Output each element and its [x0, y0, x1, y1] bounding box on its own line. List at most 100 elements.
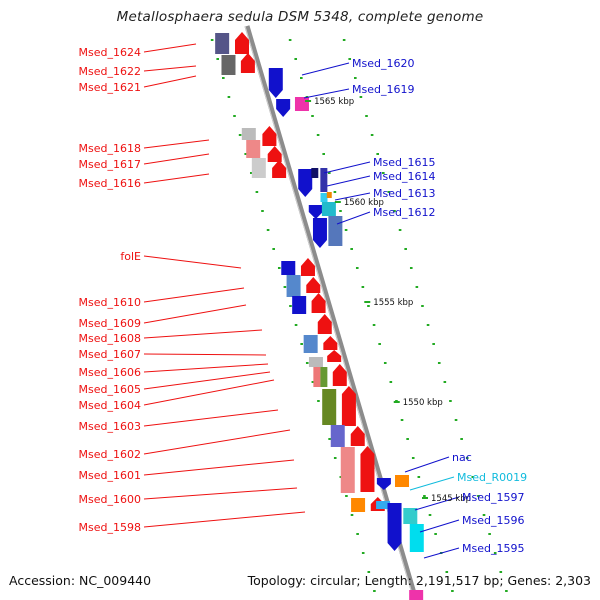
- ring-dot: [238, 134, 242, 136]
- feature-block: [326, 192, 332, 198]
- ring-dot: [445, 571, 449, 573]
- ring-dot: [378, 343, 381, 345]
- ring-dot: [449, 400, 452, 402]
- forward-gene-arrow: [262, 126, 277, 146]
- gene-label-left: Msed_1624: [79, 46, 141, 59]
- feature-block: [286, 275, 301, 297]
- ring-dot: [328, 438, 331, 440]
- leader-line: [143, 75, 197, 88]
- gene-label-left: Msed_1598: [79, 521, 141, 534]
- ring-dot: [505, 590, 508, 592]
- ring-dot: [339, 210, 342, 212]
- feature-block: [322, 389, 337, 425]
- leader-line: [143, 65, 197, 72]
- feature-block: [281, 261, 296, 275]
- gene-label-right: Msed_1615: [373, 156, 435, 169]
- leader-line: [409, 476, 455, 491]
- gene-label-right: Msed_1613: [373, 187, 435, 200]
- leader-line: [143, 487, 298, 500]
- ring-dot: [227, 96, 231, 98]
- ring-dot: [432, 343, 435, 345]
- ring-dot: [272, 248, 275, 250]
- feature-block: [330, 425, 345, 447]
- feature-block: [294, 97, 309, 111]
- forward-gene-arrow: [240, 53, 255, 73]
- kbp-tick: [422, 497, 429, 499]
- feature-block: [351, 498, 366, 512]
- ring-dot: [460, 438, 463, 440]
- ring-dot: [300, 77, 303, 79]
- ring-dot: [233, 115, 236, 117]
- kbp-label: 1560 kbp: [344, 198, 384, 208]
- ring-dot: [354, 77, 357, 79]
- leader-line: [334, 192, 371, 201]
- ring-dot: [210, 39, 214, 41]
- ring-dot: [222, 77, 225, 79]
- reverse-gene-arrow: [312, 218, 327, 248]
- ring-dot: [387, 191, 391, 193]
- ring-dot: [398, 229, 402, 231]
- gene-label-left: Msed_1605: [79, 383, 141, 396]
- gene-label-left: Msed_1608: [79, 332, 141, 345]
- gene-label-right: Msed_1620: [352, 57, 414, 70]
- leader-line: [143, 153, 210, 165]
- leader-line: [143, 329, 263, 339]
- ring-dot: [454, 419, 458, 421]
- gene-label-left: Msed_1604: [79, 399, 141, 412]
- feature-block: [221, 55, 236, 75]
- forward-gene-arrow: [323, 336, 338, 350]
- gene-label-left: Msed_1607: [79, 348, 141, 361]
- leader-line: [143, 429, 291, 455]
- ring-dot: [376, 153, 379, 155]
- ring-dot: [367, 571, 371, 573]
- ring-dot: [451, 590, 454, 592]
- kbp-tick: [364, 301, 371, 303]
- ring-dot: [361, 286, 365, 288]
- forward-gene-arrow: [317, 314, 332, 334]
- gene-label-left: Msed_1618: [79, 142, 141, 155]
- ring-dot: [393, 210, 396, 212]
- forward-gene-arrow: [327, 350, 342, 362]
- kbp-tick: [334, 201, 341, 203]
- ring-dot: [367, 305, 370, 307]
- ring-dot: [333, 457, 337, 459]
- gene-label-left: Msed_1616: [79, 177, 141, 190]
- gene-features: [215, 32, 424, 600]
- forward-gene-arrow: [311, 293, 326, 313]
- ring-dot: [499, 571, 503, 573]
- kbp-label: 1555 kbp: [373, 298, 413, 308]
- accession-text: Accession: NC_009440: [9, 573, 152, 588]
- ring-dot: [417, 476, 421, 478]
- leader-line: [301, 62, 350, 76]
- ring-dot: [255, 191, 259, 193]
- leader-line: [143, 255, 242, 269]
- feature-block: [320, 193, 328, 202]
- ring-dot: [465, 457, 469, 459]
- feature-block: [303, 335, 318, 353]
- kbp-label: 1565 kbp: [314, 97, 354, 107]
- forward-gene-arrow: [267, 146, 282, 162]
- gene-label-right: nac: [452, 451, 472, 464]
- feature-block: [215, 33, 230, 54]
- ring-dot: [305, 362, 309, 364]
- ring-dot: [344, 229, 348, 231]
- ring-dot: [261, 210, 264, 212]
- gene-label-left: Msed_1610: [79, 296, 141, 309]
- ring-dot: [283, 286, 287, 288]
- ring-dot: [327, 172, 331, 174]
- leader-line: [143, 459, 295, 476]
- ring-dot: [482, 514, 486, 516]
- feature-block: [292, 296, 307, 314]
- gene-label-left: Msed_1603: [79, 420, 141, 433]
- reverse-gene-arrow: [376, 478, 391, 490]
- forward-gene-arrow: [300, 258, 315, 276]
- ring-dot: [289, 305, 292, 307]
- ring-dot: [488, 533, 491, 535]
- gene-label-right: Msed_1619: [352, 83, 414, 96]
- gene-label-left: Msed_1602: [79, 448, 141, 461]
- feature-block: [409, 524, 424, 552]
- leader-line: [143, 287, 245, 303]
- ring-dot: [365, 115, 368, 117]
- leader-line: [143, 379, 275, 406]
